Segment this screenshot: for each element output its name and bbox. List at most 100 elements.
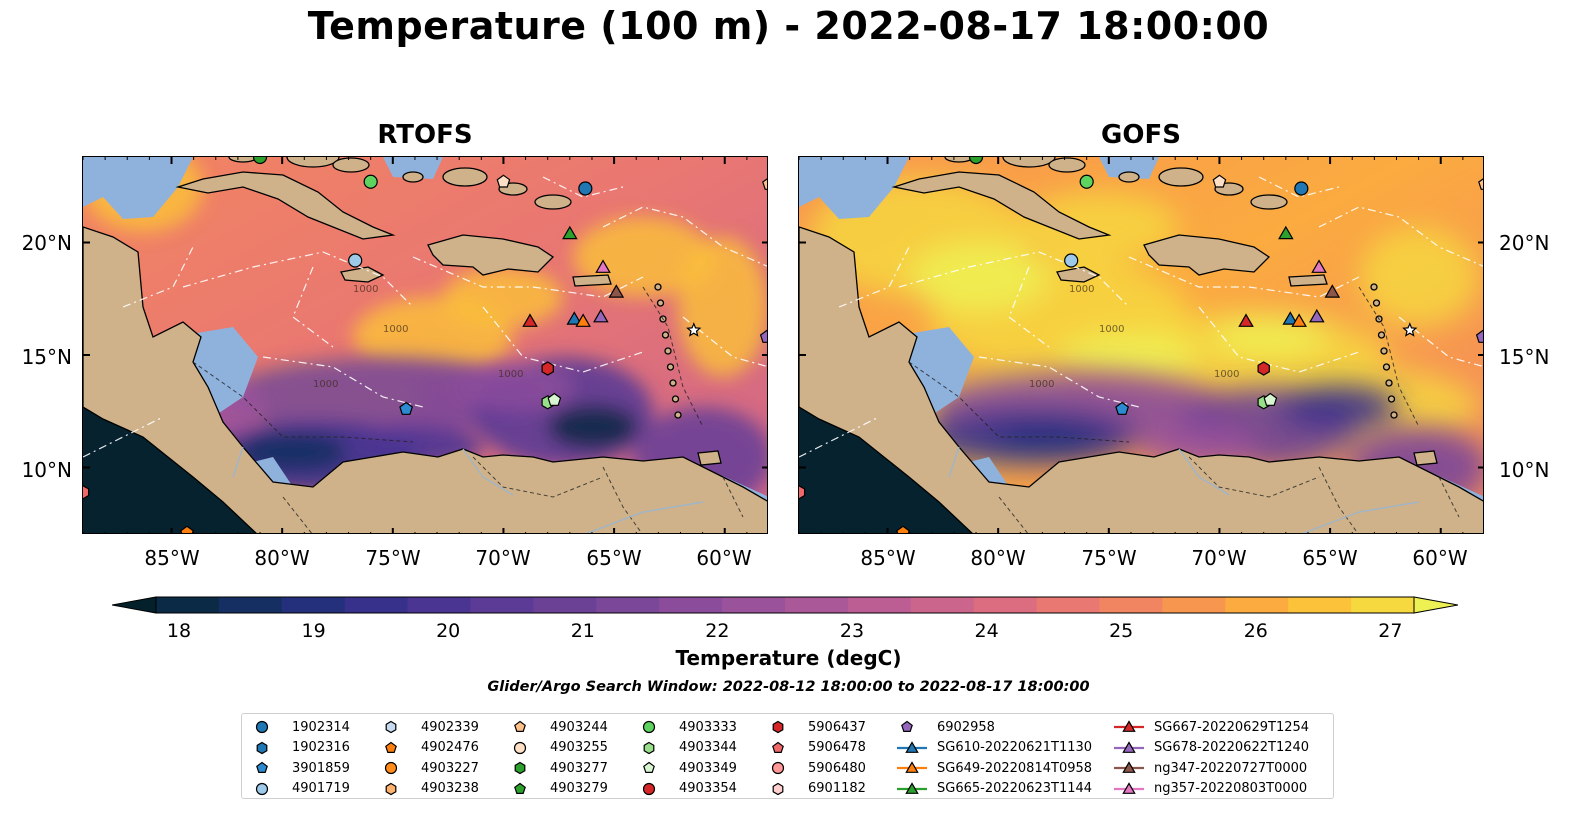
legend-entry: 4903244 <box>508 717 608 738</box>
legend-entry: ng347-20220727T0000 <box>1112 758 1309 779</box>
lat-label-left-15n: 15°N <box>21 345 72 369</box>
observation-marker <box>608 284 625 298</box>
antilles-island <box>1382 363 1391 371</box>
legend-symbol <box>514 782 526 794</box>
legend-symbol <box>513 741 527 754</box>
legend-entry: ng357-20220803T0000 <box>1112 779 1309 800</box>
small-island <box>442 167 488 187</box>
legend: 1902314 1902316 3901859 4901719 4902339 49024… <box>241 713 1334 799</box>
colorbar-extend-min <box>112 596 157 614</box>
rivers <box>232 446 704 533</box>
legend-label: ng347-20220727T0000 <box>1154 760 1308 776</box>
legend-entry: SG667-20220629T1254 <box>1112 717 1309 738</box>
lon-label-rtofs-70w: 70°W <box>475 546 531 570</box>
colorbar-tick-20: 20 <box>436 620 461 642</box>
legend-column: 4903244 4903255 4903277 4903279 <box>508 717 608 799</box>
legend-marker-hexagon <box>643 741 655 754</box>
legend-marker-pentagon <box>514 782 526 794</box>
lat-label-left-20n: 20°N <box>21 231 72 255</box>
legend-marker-circle <box>384 762 398 775</box>
legend-marker-pentagon <box>901 721 913 733</box>
lon-label-gofs-85w: 85°W <box>860 546 916 570</box>
legend-entry: 4903279 <box>508 779 608 800</box>
pacific-ocean <box>799 407 972 533</box>
legend-label: 4903255 <box>550 740 608 756</box>
antilles-island <box>1370 283 1378 291</box>
colorbar-frame <box>155 596 1415 614</box>
legend-symbol <box>514 721 526 733</box>
contour-label: 1000 <box>383 324 408 335</box>
antilles-island <box>671 395 680 403</box>
lon-label-gofs-65w: 65°W <box>1302 546 1358 570</box>
lat-label-left-10n: 10°N <box>21 458 72 482</box>
legend-marker-pentagon <box>256 762 268 774</box>
legend-entry: 5906437 <box>766 717 866 738</box>
contour-label: 1000 <box>313 379 338 390</box>
colorbar-bin <box>156 597 220 613</box>
colorbar-bin <box>470 597 534 613</box>
frame-ticks <box>83 157 767 533</box>
contour-label: 1000 <box>353 284 378 295</box>
bathymetry-contours <box>908 286 1460 533</box>
observation-marker <box>1115 401 1130 415</box>
legend-label: 4902476 <box>421 740 479 756</box>
legend-marker-circle <box>642 721 656 734</box>
legend-marker-triangle <box>905 781 919 794</box>
colorbar-bin <box>344 597 409 613</box>
small-island <box>1158 167 1204 187</box>
colorbar-tick-24: 24 <box>974 620 999 642</box>
observation-marker <box>1402 322 1418 337</box>
lon-label-rtofs-65w: 65°W <box>586 546 642 570</box>
legend-entry: 4903255 <box>508 738 608 759</box>
colorbar-tick-23: 23 <box>839 620 865 642</box>
legend-label: 4903227 <box>421 760 479 776</box>
legend-label: 6901182 <box>808 781 866 797</box>
legend-entry: 6901182 <box>766 779 866 800</box>
legend-marker-circle <box>255 721 269 734</box>
observation-marker <box>896 525 910 533</box>
observation-marker <box>575 313 591 327</box>
legend-entry: SG649-20220814T0958 <box>895 758 1092 779</box>
legend-symbol <box>1114 720 1144 733</box>
legend-column: 4903333 4903344 4903349 4903354 <box>637 717 737 799</box>
map-panel-rtofs: 1000 1000 1000 1000 <box>82 156 768 534</box>
legend-label: 4903349 <box>679 760 737 776</box>
legend-marker-triangle <box>905 761 919 774</box>
legend-label: 4902339 <box>421 719 479 735</box>
lat-label-right-15n: 15°N <box>1499 345 1550 369</box>
legend-marker-circle <box>771 762 785 775</box>
figure-title: Temperature (100 m) - 2022-08-17 18:00:0… <box>307 4 1270 48</box>
antilles-island <box>654 283 662 291</box>
lon-label-rtofs-80w: 80°W <box>254 546 310 570</box>
legend-entry: 4903344 <box>637 738 737 759</box>
colorbar-bin <box>533 597 597 613</box>
legend-entry: 4901719 <box>250 779 350 800</box>
legend-marker-pentagon <box>514 721 526 733</box>
legend-marker-triangle <box>1122 761 1136 774</box>
observation-marker <box>1475 329 1483 343</box>
antilles-island <box>1387 395 1396 403</box>
legend-label: 1902314 <box>292 719 350 735</box>
observation-marker <box>541 361 554 376</box>
legend-label: 4903279 <box>550 781 608 797</box>
legend-label: 4903333 <box>679 719 737 735</box>
lat-label-right-20n: 20°N <box>1499 231 1550 255</box>
legend-column: 6902958 SG610-20220621T1130 SG649-20220814… <box>895 717 1092 799</box>
lon-label-rtofs-75w: 75°W <box>365 546 421 570</box>
legend-symbol <box>385 741 397 753</box>
observation-marker <box>180 525 194 533</box>
colorbar-bin <box>722 597 786 613</box>
legend-label: 5906480 <box>808 760 866 776</box>
observation-marker <box>593 308 609 323</box>
legend-symbol <box>901 721 913 733</box>
observation-marker <box>1282 311 1299 325</box>
colorbar-bin <box>1036 597 1100 613</box>
legend-symbol <box>385 782 397 795</box>
legend-label: ng357-20220803T0000 <box>1154 781 1308 797</box>
hispaniola <box>427 234 555 276</box>
legend-entry: 4903238 <box>379 779 479 800</box>
legend-column: 1902314 1902316 3901859 4901719 <box>250 717 350 799</box>
observation-marker <box>1257 361 1270 376</box>
jamaica <box>1056 266 1101 283</box>
legend-entry: SG678-20220622T1240 <box>1112 738 1309 759</box>
